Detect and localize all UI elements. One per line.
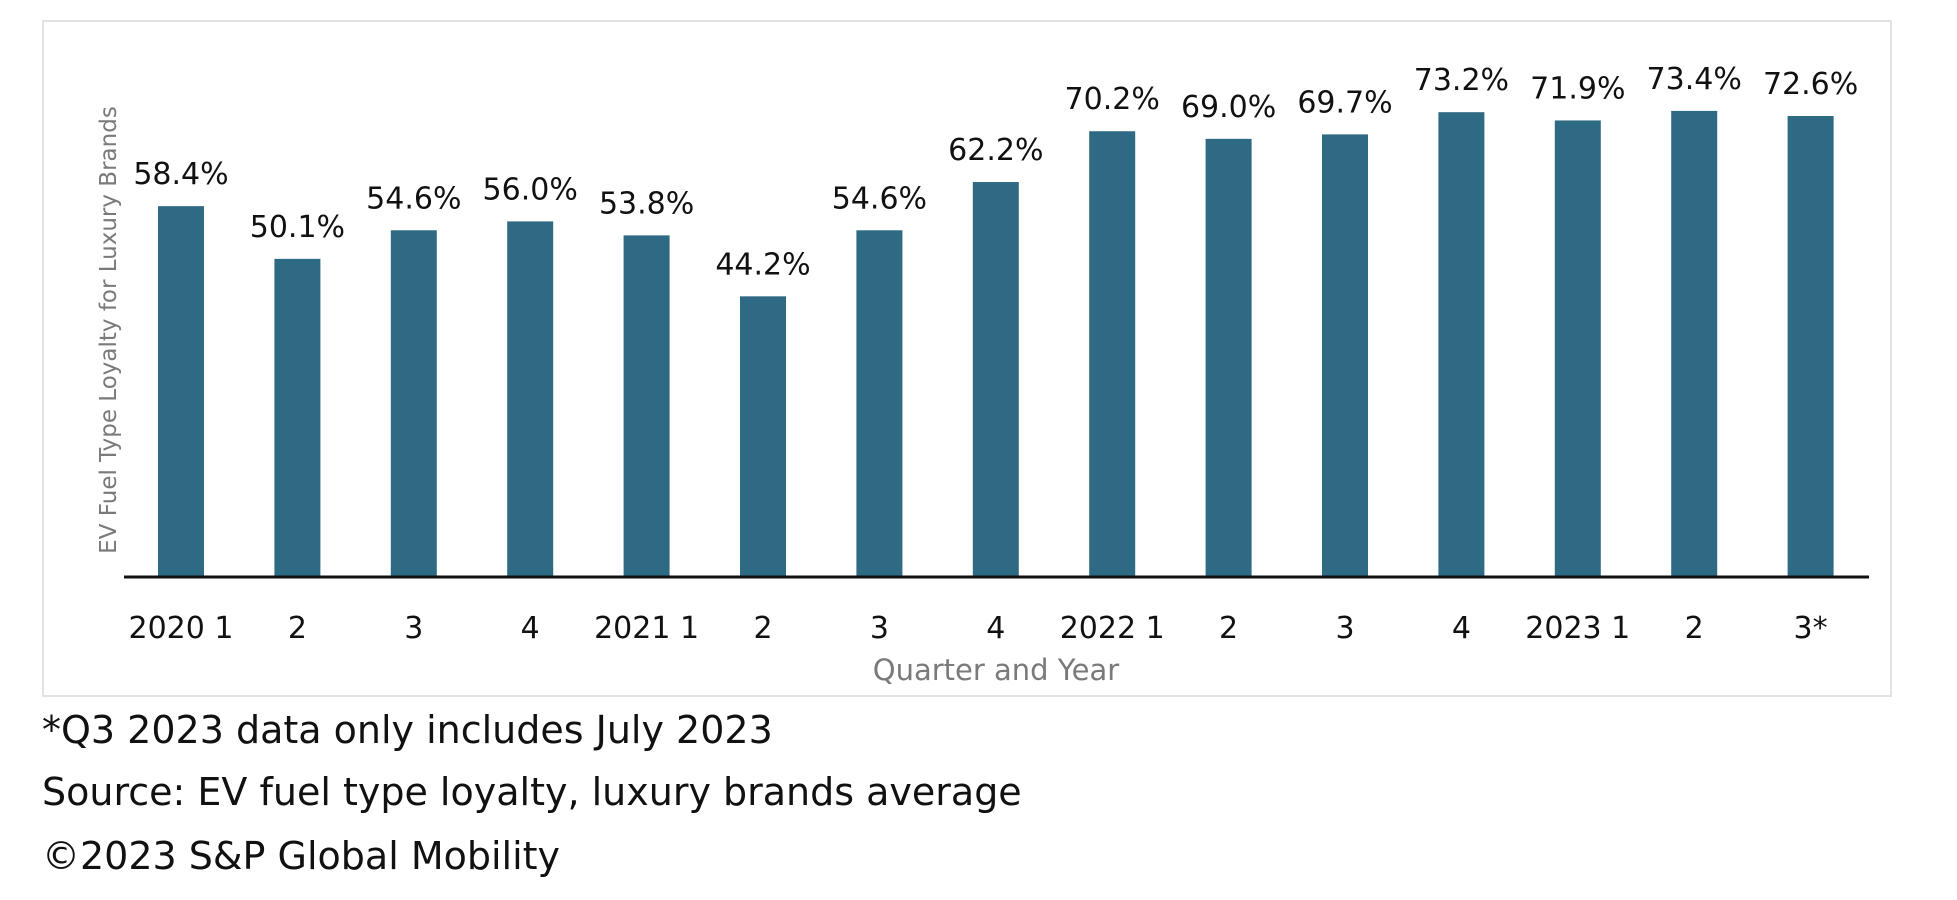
bar <box>856 230 903 578</box>
data-label: 54.6% <box>366 181 461 216</box>
x-tick-label: 2022 1 <box>1060 611 1165 646</box>
data-label: 58.4% <box>133 157 228 192</box>
bar <box>158 206 204 577</box>
bar <box>1554 120 1601 577</box>
x-tick-label: 2020 1 <box>129 611 234 646</box>
x-tick-label: 4 <box>521 611 540 646</box>
bar-chart: EV Fuel Type Loyalty for Luxury Brands Q… <box>96 62 1869 687</box>
data-label: 54.6% <box>832 181 927 216</box>
data-label: 72.6% <box>1763 67 1858 102</box>
x-tick-label: 4 <box>986 611 1005 646</box>
bar <box>972 182 1019 577</box>
footnote-source: Source: EV fuel type loyalty, luxury bra… <box>42 770 1022 814</box>
bar <box>623 235 670 577</box>
x-tick-label: 4 <box>1452 611 1471 646</box>
chart-frame <box>42 20 1892 697</box>
bar <box>1089 131 1136 578</box>
footnote-q3: *Q3 2023 data only includes July 2023 <box>42 708 773 752</box>
data-label: 50.1% <box>250 210 345 245</box>
data-label: 62.2% <box>948 133 1043 168</box>
bar <box>1438 112 1485 578</box>
footnote-copyright: ©2023 S&P Global Mobility <box>42 834 561 878</box>
bar <box>1787 115 1834 578</box>
x-tick-label: 2 <box>1219 611 1238 646</box>
y-axis-title: EV Fuel Type Loyalty for Luxury Brands <box>96 106 122 554</box>
x-tick-label: 2021 1 <box>594 611 699 646</box>
x-axis-title: Quarter and Year <box>873 653 1120 687</box>
bar <box>507 221 554 577</box>
data-label: 70.2% <box>1065 82 1160 117</box>
bar <box>1322 134 1368 577</box>
data-label: 69.7% <box>1297 85 1392 120</box>
x-tick-label: 2 <box>1685 611 1704 646</box>
x-tick-label: 2 <box>288 611 307 646</box>
x-tick-label: 3 <box>1335 611 1354 646</box>
data-label: 71.9% <box>1530 71 1625 106</box>
data-label: 56.0% <box>483 172 578 207</box>
x-tick-label: 3 <box>404 611 423 646</box>
x-tick-label: 2023 1 <box>1525 611 1630 646</box>
data-label: 53.8% <box>599 186 694 221</box>
data-label: 73.2% <box>1414 63 1509 98</box>
data-label: 44.2% <box>715 247 810 282</box>
bar <box>274 258 321 577</box>
x-tick-label: 3* <box>1794 611 1828 646</box>
data-label: 69.0% <box>1181 90 1276 125</box>
bar <box>1671 110 1718 577</box>
bar <box>740 296 786 577</box>
bar <box>390 230 437 578</box>
bar <box>1205 138 1252 577</box>
x-tick-label: 2 <box>753 611 772 646</box>
x-tick-label: 3 <box>870 611 889 646</box>
data-label: 73.4% <box>1647 62 1742 97</box>
